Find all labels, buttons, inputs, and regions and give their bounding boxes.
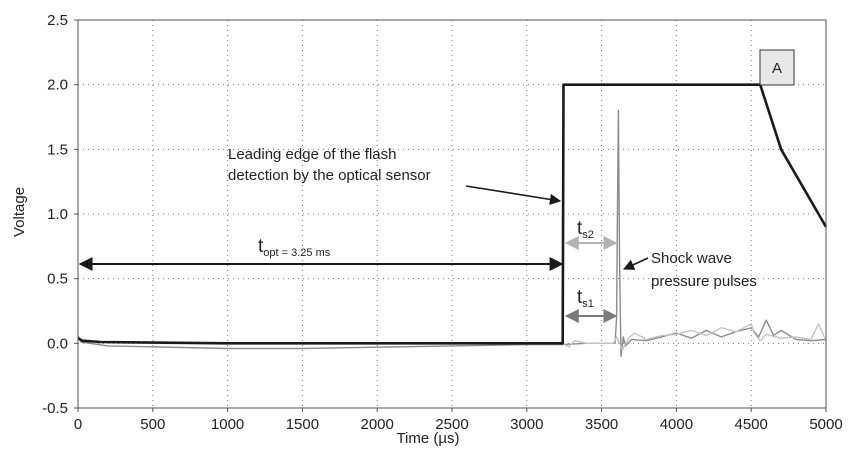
annotation-leading-edge-line1: Leading edge of the flash bbox=[228, 146, 396, 163]
gridlines bbox=[78, 20, 826, 408]
leading-edge-pointer-arrow bbox=[465, 185, 562, 205]
x-tick-label: 0 bbox=[74, 416, 82, 433]
shock-wave-pointer-arrow bbox=[622, 257, 649, 270]
annotation-shock-wave-line1: Shock wave bbox=[651, 250, 732, 267]
x-axis-title: Time (µs) bbox=[396, 430, 459, 447]
annotation-box-a-label: A bbox=[772, 60, 782, 77]
y-tick-label: -0.5 bbox=[42, 400, 68, 417]
x-tick-label: 4500 bbox=[735, 416, 768, 433]
y-tick-label: 0.0 bbox=[47, 335, 68, 352]
y-tick-label: 2.0 bbox=[47, 77, 68, 94]
y-axis-ticks: 2.5 2.0 1.5 1.0 0.5 0.0 -0.5 bbox=[42, 12, 78, 417]
y-tick-label: 1.5 bbox=[47, 141, 68, 158]
t-opt-label: topt = 3.25 ms bbox=[258, 236, 331, 259]
x-axis-ticks: 0 500 1000 1500 2000 2500 3000 3500 4000 4500 5000 bbox=[74, 408, 843, 433]
x-tick-label: 3500 bbox=[585, 416, 618, 433]
x-tick-label: 2500 bbox=[435, 416, 468, 433]
t-s2-label: ts2 bbox=[577, 218, 594, 241]
y-tick-label: 2.5 bbox=[47, 12, 68, 29]
series-line-3 bbox=[562, 323, 827, 351]
x-tick-label: 500 bbox=[140, 416, 165, 433]
x-tick-label: 2000 bbox=[361, 416, 394, 433]
x-tick-label: 3000 bbox=[510, 416, 543, 433]
t-s1-label: ts1 bbox=[577, 287, 594, 310]
data-series bbox=[77, 83, 828, 357]
y-tick-label: 1.0 bbox=[47, 206, 68, 223]
annotation-leading-edge-line2: detection by the optical sensor bbox=[228, 167, 431, 184]
series-line-1 bbox=[77, 83, 828, 345]
x-tick-label: 1000 bbox=[211, 416, 244, 433]
x-tick-label: 4000 bbox=[660, 416, 693, 433]
annotation-shock-wave-line2: pressure pulses bbox=[651, 273, 757, 290]
y-axis-title: Voltage bbox=[11, 187, 28, 237]
series-line-2 bbox=[77, 109, 827, 357]
y-tick-label: 0.5 bbox=[47, 271, 68, 288]
x-tick-label: 5000 bbox=[809, 416, 842, 433]
x-tick-label: 1500 bbox=[286, 416, 319, 433]
annotation-box-a: A bbox=[759, 49, 795, 86]
